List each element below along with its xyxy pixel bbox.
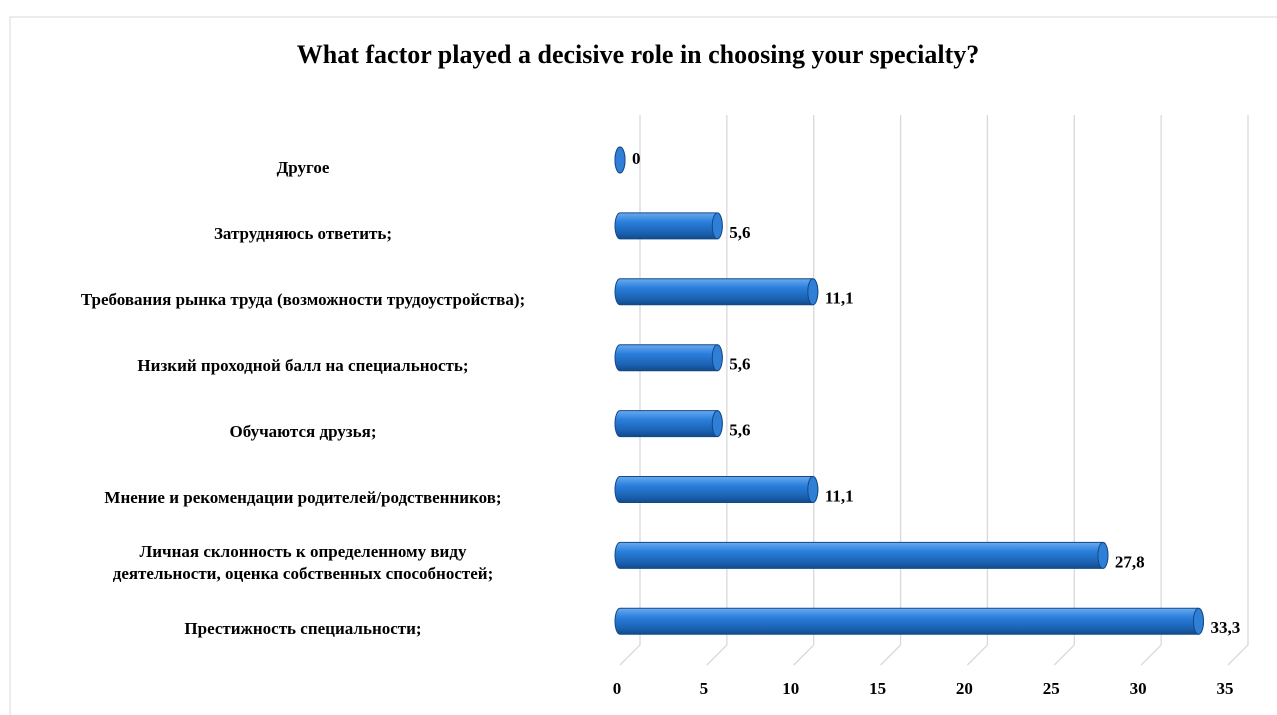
bar-part [807, 476, 819, 503]
grid-line [619, 115, 641, 666]
x-tick-label: 5 [700, 679, 709, 698]
y-tick-label: Требования рынка труда (возможности труд… [80, 289, 526, 309]
grid-line [706, 115, 728, 666]
x-tick-label: 15 [869, 679, 886, 698]
value-label: 11,1 [825, 486, 854, 505]
bar-part [1192, 607, 1204, 635]
y-tick-label: Обучаются друзья; [229, 421, 377, 441]
value-label: 0 [632, 149, 641, 168]
x-tick-label: 0 [613, 679, 622, 698]
bar [614, 344, 723, 372]
value-label: 5,6 [729, 223, 750, 242]
bar-part [614, 212, 723, 240]
x-tick-label: 20 [956, 679, 973, 698]
bar-part [614, 278, 819, 306]
bar-part [711, 212, 723, 240]
y-tick-label: Затрудняюсь ответить; [213, 223, 393, 243]
grid-line [793, 115, 815, 666]
grid-line [1053, 115, 1075, 666]
bar [614, 278, 819, 306]
value-label: 33,3 [1210, 618, 1240, 637]
chart-title: What factor played a decisive role in ch… [297, 40, 980, 69]
bar-part [614, 410, 723, 438]
x-tick-label: 30 [1130, 679, 1147, 698]
bar-part [614, 146, 626, 174]
bar [614, 476, 819, 503]
x-tick-label: 35 [1217, 679, 1234, 698]
bar-part [614, 607, 1204, 635]
value-label: 5,6 [729, 355, 750, 374]
bar [614, 541, 1109, 569]
bar-part [614, 476, 819, 503]
bar-part [1097, 541, 1109, 569]
bar-part [614, 541, 1109, 569]
grid-line [1227, 115, 1249, 666]
x-tick-label: 10 [782, 679, 799, 698]
bar-part [807, 278, 819, 306]
x-tick-label: 25 [1043, 679, 1060, 698]
y-tick-label: Низкий проходной балл на специальность; [137, 355, 469, 375]
value-label: 11,1 [825, 289, 854, 308]
grid-line [966, 115, 989, 666]
bar-part [614, 344, 723, 372]
y-tick-label: Другое [276, 158, 330, 177]
bar-part [711, 410, 723, 438]
bar [614, 212, 723, 240]
bar [614, 607, 1204, 635]
frame [9, 16, 1277, 715]
value-label: 5,6 [729, 421, 750, 440]
bar [614, 410, 723, 438]
y-tick-label: Личная склонность к определенному виду д… [112, 542, 494, 584]
bar [614, 146, 626, 174]
value-label: 27,8 [1115, 552, 1145, 571]
grid-line [1140, 115, 1162, 666]
grid-line [880, 115, 902, 666]
y-tick-label: Мнение и рекомендации родителей/родствен… [104, 487, 502, 507]
y-tick-label: Престижность специальности; [184, 619, 422, 639]
bar-part [711, 344, 723, 372]
